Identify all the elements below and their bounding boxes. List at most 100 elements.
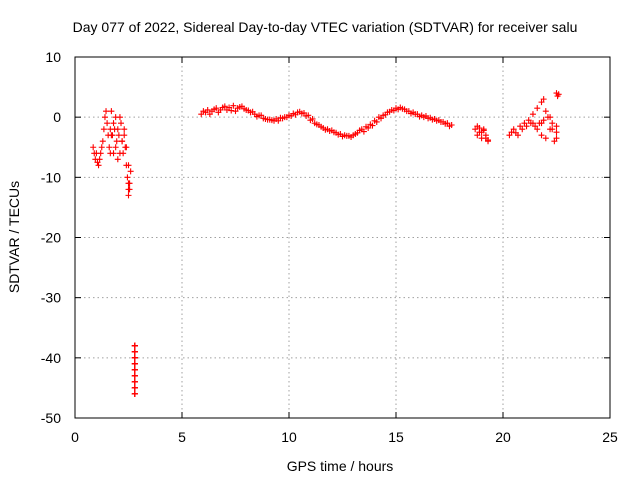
data-point [514, 132, 521, 139]
data-point [116, 114, 123, 121]
data-point [94, 159, 101, 166]
data-point [296, 108, 303, 115]
chart-title: Day 077 of 2022, Sidereal Day-to-day VTE… [73, 19, 578, 35]
data-point [230, 102, 237, 109]
data-point [253, 113, 260, 120]
data-point [279, 115, 286, 122]
data-point [532, 123, 539, 130]
data-point [283, 114, 290, 121]
data-point [309, 115, 316, 122]
data-point [348, 134, 355, 141]
data-point [292, 111, 299, 118]
data-point [262, 115, 269, 122]
data-point [542, 135, 549, 142]
data-point [373, 118, 380, 125]
data-point [365, 124, 372, 131]
data-point [121, 132, 128, 139]
data-point [123, 144, 130, 151]
data-point [131, 372, 138, 379]
x-tick-label: 0 [71, 429, 79, 445]
data-point [352, 131, 359, 138]
data-point [103, 108, 110, 115]
data-point [485, 137, 492, 144]
data-point [131, 378, 138, 385]
data-point [412, 111, 419, 118]
data-point [110, 120, 117, 127]
data-point [223, 106, 230, 113]
data-point [206, 111, 213, 118]
data-point [271, 117, 278, 124]
data-point [96, 156, 103, 163]
data-point [510, 126, 517, 133]
data-point [369, 122, 376, 129]
data-point [131, 354, 138, 361]
data-point [98, 144, 105, 151]
data-point [540, 96, 547, 103]
data-point [420, 114, 427, 121]
data-point [542, 108, 549, 115]
data-point [202, 109, 209, 116]
data-point [245, 107, 252, 114]
data-point [416, 113, 423, 120]
data-point [538, 99, 545, 106]
data-point [382, 111, 389, 118]
data-point [529, 111, 536, 118]
data-point [107, 150, 114, 157]
data-point [127, 168, 134, 175]
data-point [131, 390, 138, 397]
data-point [538, 120, 545, 127]
grid [75, 57, 610, 418]
data-point [131, 348, 138, 355]
data-point [131, 366, 138, 373]
data-point [356, 127, 363, 134]
data-point [114, 126, 121, 133]
y-tick-label: -20 [41, 230, 61, 246]
data-point [525, 117, 532, 124]
data-point [116, 150, 123, 157]
data-point [322, 126, 329, 133]
data-point [114, 156, 121, 163]
data-point [198, 111, 205, 118]
data-point [521, 120, 528, 127]
data-point [124, 174, 131, 181]
data-point [335, 131, 342, 138]
data-point [425, 115, 432, 122]
data-series [90, 90, 562, 397]
data-point [115, 132, 122, 139]
data-point [534, 126, 541, 133]
data-point [553, 129, 560, 136]
data-point [553, 123, 560, 130]
data-point [215, 109, 222, 116]
data-point [113, 138, 120, 145]
x-tick-label: 10 [281, 429, 297, 445]
data-point [390, 107, 397, 114]
axis-ticks: 0 5 10 15 20 25 10 0 -10 -20 -30 -40 -50 [41, 49, 618, 445]
data-point [547, 126, 554, 133]
data-point [474, 132, 481, 139]
data-point [534, 105, 541, 112]
data-point [519, 126, 526, 133]
data-point [523, 123, 530, 130]
y-tick-label: 0 [53, 109, 61, 125]
data-point [97, 150, 104, 157]
data-point [300, 109, 307, 116]
data-point [266, 116, 273, 123]
data-point [119, 138, 126, 145]
data-point [99, 138, 106, 145]
data-point [442, 120, 449, 127]
data-point [538, 132, 545, 139]
data-point [236, 103, 243, 110]
data-point [378, 115, 385, 122]
data-point [437, 118, 444, 125]
data-point [508, 129, 515, 136]
y-tick-label: 10 [45, 49, 61, 65]
data-point [90, 144, 97, 151]
y-tick-label: -10 [41, 169, 61, 185]
data-point [360, 128, 367, 135]
data-point [318, 123, 325, 130]
data-point [249, 108, 256, 115]
data-point [104, 120, 111, 127]
data-point [395, 106, 402, 113]
data-point [529, 120, 536, 127]
data-point [399, 105, 406, 112]
